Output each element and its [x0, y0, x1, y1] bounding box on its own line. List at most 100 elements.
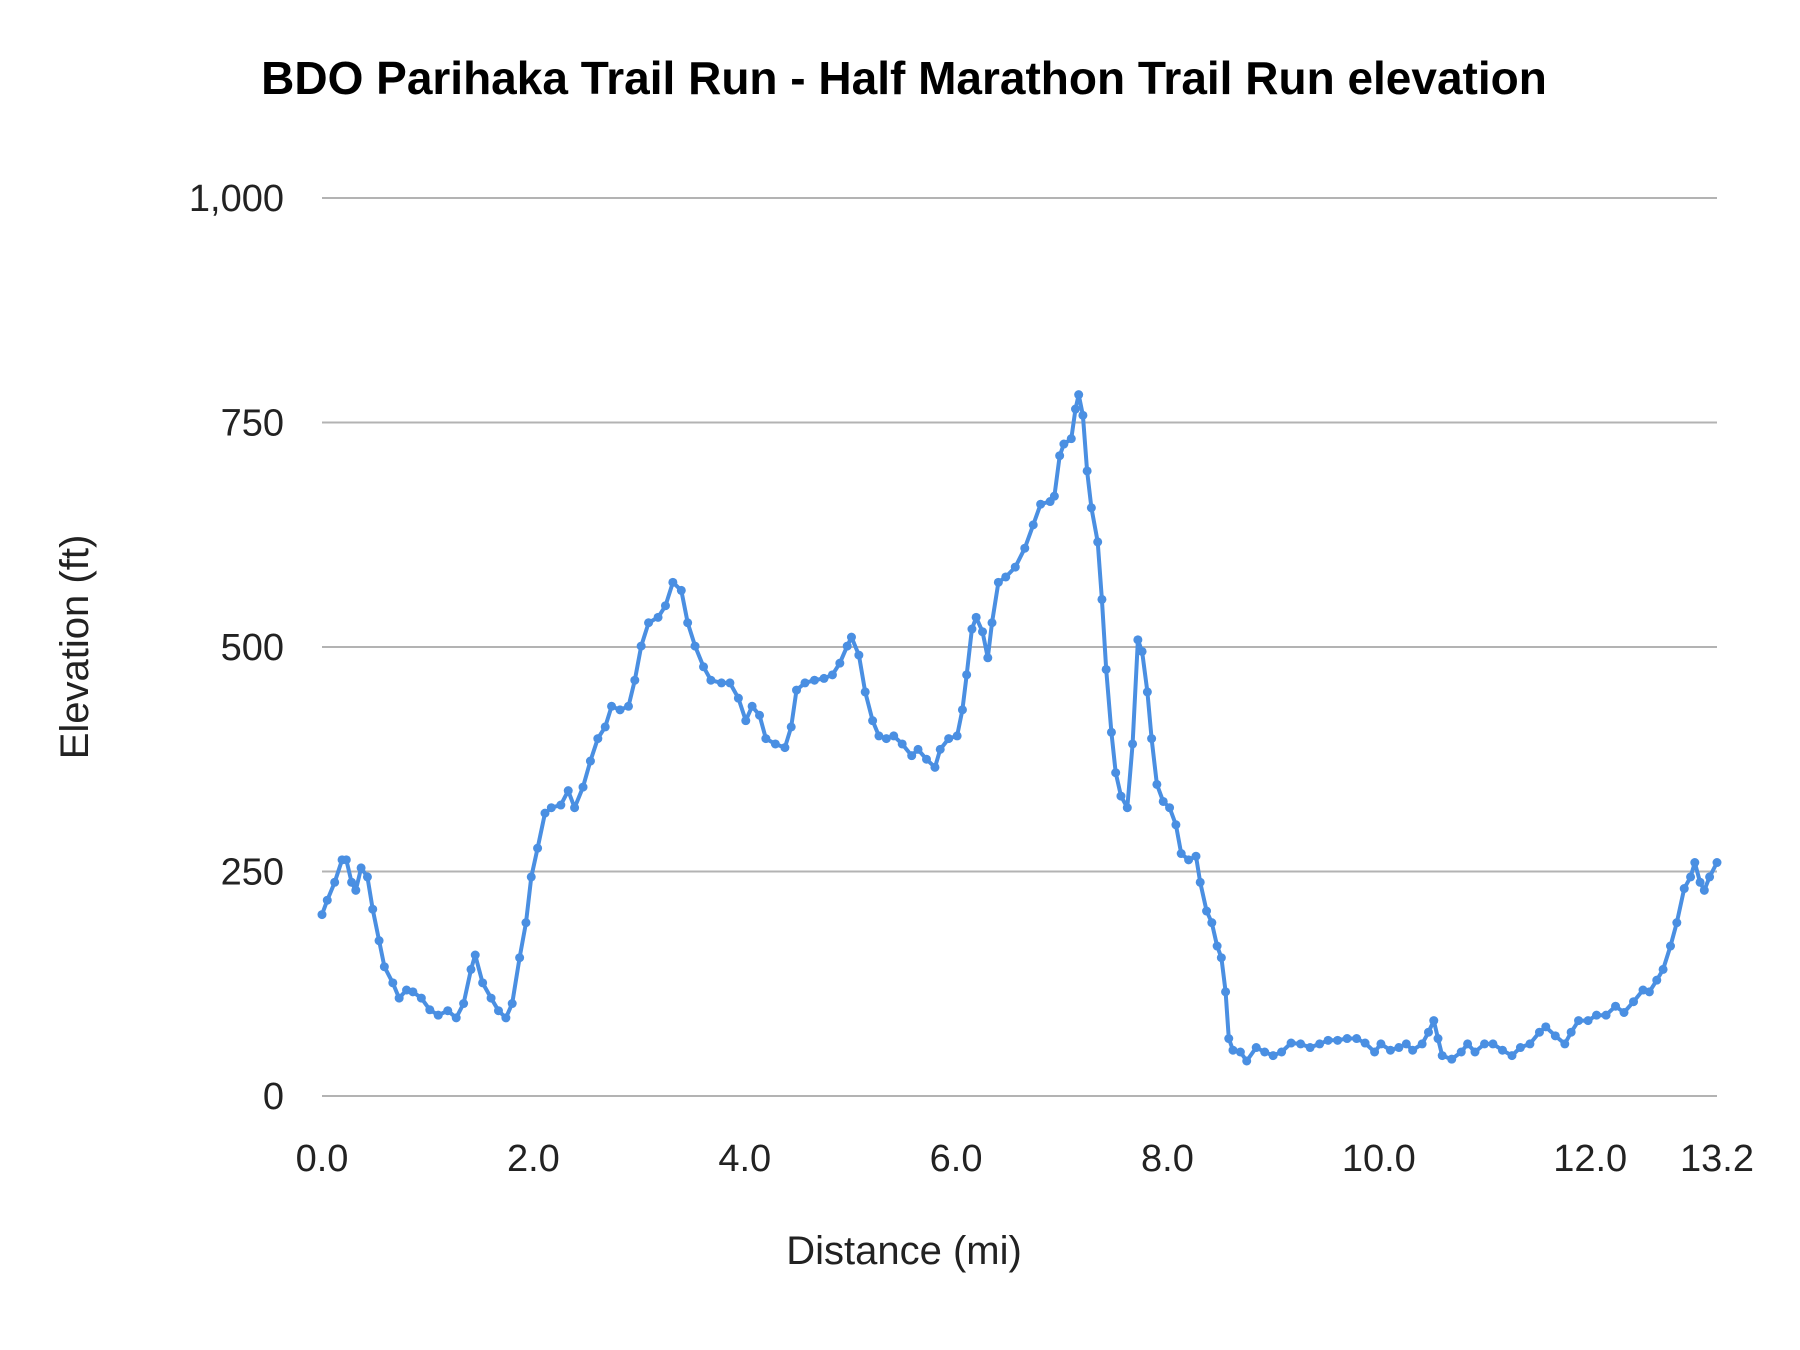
- data-point: [1360, 1038, 1370, 1048]
- data-point: [683, 618, 693, 628]
- chart-title: BDO Parihaka Trail Run - Half Marathon T…: [261, 52, 1547, 104]
- data-point: [962, 670, 972, 680]
- gridlines: [322, 197, 1717, 1097]
- data-point: [1286, 1038, 1296, 1048]
- data-point: [1066, 434, 1076, 444]
- data-point: [388, 978, 398, 988]
- data-point: [967, 624, 977, 634]
- data-point: [827, 670, 837, 680]
- data-point: [854, 650, 864, 660]
- data-point: [993, 577, 1003, 587]
- data-point: [1251, 1043, 1261, 1053]
- data-point: [1333, 1035, 1343, 1045]
- data-point: [1401, 1039, 1411, 1049]
- data-point: [1323, 1035, 1333, 1045]
- data-point: [394, 993, 404, 1003]
- data-point: [668, 577, 678, 587]
- data-point: [362, 872, 372, 882]
- data-point: [368, 904, 378, 914]
- data-point: [978, 627, 988, 637]
- data-point: [1437, 1051, 1447, 1061]
- y-tick-label: 500: [221, 627, 284, 669]
- data-point: [1036, 499, 1046, 509]
- data-point: [1699, 885, 1709, 895]
- y-tick-label: 750: [221, 403, 284, 445]
- data-point: [792, 685, 802, 695]
- data-point: [1010, 562, 1020, 572]
- data-point: [1260, 1047, 1270, 1057]
- data-point: [983, 653, 993, 663]
- data-point: [1212, 941, 1222, 951]
- data-point: [1429, 1016, 1439, 1026]
- data-point: [676, 585, 686, 595]
- data-point: [630, 675, 640, 685]
- data-point: [459, 999, 469, 1009]
- x-tick-label: 2.0: [507, 1138, 560, 1180]
- y-tick-label: 1,000: [189, 178, 284, 220]
- data-point: [1525, 1039, 1535, 1049]
- data-point: [1082, 466, 1092, 476]
- data-point: [1611, 1001, 1621, 1011]
- data-point: [1049, 491, 1059, 501]
- data-point: [322, 895, 332, 905]
- data-point: [699, 662, 709, 672]
- x-tick-label: 13.2: [1680, 1138, 1754, 1180]
- data-point: [747, 701, 757, 711]
- data-point: [1242, 1056, 1252, 1066]
- data-point: [1305, 1043, 1315, 1053]
- data-point: [1059, 439, 1069, 449]
- data-point: [725, 678, 735, 688]
- data-point: [1277, 1047, 1287, 1057]
- data-point: [971, 612, 981, 622]
- data-point: [317, 910, 327, 920]
- data-point: [1055, 451, 1065, 461]
- data-point: [563, 786, 573, 796]
- data-point: [755, 710, 765, 720]
- x-tick-label: 10.0: [1342, 1138, 1416, 1180]
- data-point: [1376, 1039, 1386, 1049]
- elevation-line: [320, 392, 1719, 1063]
- data-point: [1666, 941, 1675, 951]
- data-point: [623, 701, 633, 711]
- data-point: [1619, 1007, 1629, 1017]
- data-point: [786, 722, 796, 732]
- data-point: [1423, 1027, 1433, 1037]
- data-point: [1176, 849, 1186, 859]
- data-point: [1133, 635, 1143, 645]
- data-point: [930, 762, 940, 772]
- data-point: [1074, 390, 1084, 400]
- data-point: [356, 863, 366, 873]
- data-point: [1207, 918, 1217, 928]
- data-point: [1158, 796, 1168, 806]
- data-point: [706, 675, 716, 685]
- data-point: [1672, 918, 1682, 928]
- data-point: [819, 673, 829, 683]
- data-point: [1228, 1045, 1238, 1055]
- data-point: [1574, 1016, 1584, 1026]
- data-point: [1191, 851, 1201, 861]
- data-point: [466, 964, 476, 974]
- data-point: [1463, 1039, 1473, 1049]
- data-point: [556, 800, 566, 810]
- data-point: [860, 687, 870, 697]
- data-point: [1020, 543, 1030, 553]
- data-point: [1097, 594, 1107, 604]
- data-point: [1705, 872, 1715, 882]
- data-point: [1370, 1047, 1380, 1057]
- data-point: [1071, 404, 1081, 414]
- data-point: [957, 705, 967, 715]
- data-point: [716, 678, 726, 688]
- data-point: [486, 993, 496, 1003]
- data-point: [1137, 646, 1147, 656]
- data-point: [1480, 1039, 1489, 1049]
- data-point: [501, 1013, 511, 1023]
- data-point: [907, 751, 917, 761]
- data-point: [600, 722, 610, 732]
- data-point: [1470, 1047, 1480, 1057]
- data-point: [770, 739, 780, 749]
- y-axis-label: Elevation (ft): [53, 535, 97, 760]
- data-point: [507, 999, 517, 1009]
- data-point: [1086, 503, 1096, 513]
- data-point: [690, 641, 700, 651]
